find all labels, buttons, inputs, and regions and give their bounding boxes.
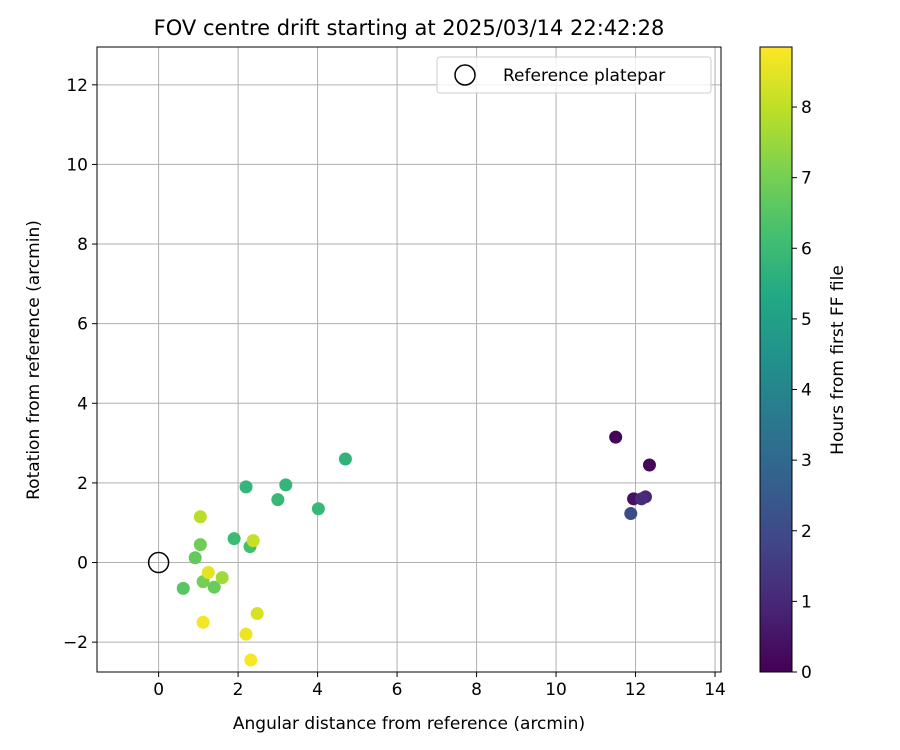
data-point [279, 478, 293, 492]
reference-platepar-marker [147, 551, 170, 574]
y-axis-ticks: −2 0 2 4 6 8 10 12 [63, 76, 97, 653]
data-point [624, 507, 638, 521]
x-tick-label: 6 [392, 680, 403, 700]
colorbar-tick-label: 4 [801, 381, 812, 401]
x-tick-label: 0 [153, 680, 164, 700]
colorbar-frame [759, 46, 793, 673]
colorbar-ticks: 0 1 2 3 4 5 6 7 8 [792, 98, 812, 683]
data-point [227, 532, 241, 546]
data-points [176, 430, 656, 667]
data-point [635, 492, 649, 506]
plot-frame [96, 46, 722, 673]
colorbar-tick-label: 7 [801, 169, 812, 189]
y-tick-label: 2 [77, 474, 88, 494]
colorbar-tick-label: 2 [801, 522, 812, 542]
data-point [642, 458, 656, 472]
colorbar-tick-label: 3 [801, 451, 812, 471]
data-point [176, 581, 190, 595]
data-point [201, 565, 215, 579]
colorbar-tick-label: 1 [801, 592, 812, 612]
data-point [215, 571, 229, 585]
y-tick-label: 4 [77, 394, 88, 414]
colorbar-tick-label: 0 [801, 663, 812, 683]
y-tick-label: 10 [66, 155, 88, 175]
x-tick-label: 8 [471, 680, 482, 700]
x-tick-label: 12 [625, 680, 647, 700]
y-tick-label: 6 [77, 315, 88, 335]
grid [97, 47, 721, 672]
legend: Reference platepar [436, 56, 712, 94]
data-point [193, 510, 207, 524]
data-point [196, 615, 210, 629]
data-point [207, 580, 221, 594]
legend-reference-marker [454, 64, 476, 86]
y-tick-label: −2 [63, 633, 88, 653]
data-point [188, 551, 202, 565]
colorbar-tick-label: 8 [801, 98, 812, 118]
x-axis-label: Angular distance from reference (arcmin) [233, 714, 585, 734]
x-tick-label: 10 [545, 680, 567, 700]
x-tick-label: 14 [704, 680, 726, 700]
y-tick-label: 0 [77, 554, 88, 574]
x-tick-label: 2 [233, 680, 244, 700]
data-point [609, 430, 623, 444]
data-point [239, 627, 253, 641]
colorbar-tick-label: 5 [801, 310, 812, 330]
data-point [338, 452, 352, 466]
x-axis-ticks: 0 2 4 6 8 10 12 14 [153, 672, 726, 700]
colorbar-label: Hours from first FF file [828, 265, 848, 455]
data-point [311, 502, 325, 516]
legend-box [436, 56, 712, 94]
data-point [271, 493, 285, 507]
y-axis-label: Rotation from reference (arcmin) [24, 220, 44, 500]
legend-entry-reference: Reference platepar [503, 66, 665, 86]
colorbar-tick-label: 6 [801, 239, 812, 259]
x-tick-label: 4 [312, 680, 323, 700]
y-tick-label: 8 [77, 235, 88, 255]
data-point [244, 653, 258, 667]
data-point [250, 606, 264, 620]
reference-marker-group [147, 551, 170, 574]
data-point [193, 538, 207, 552]
colorbar [760, 47, 792, 672]
chart-title: FOV centre drift starting at 2025/03/14 … [154, 16, 665, 40]
y-tick-label: 12 [66, 76, 88, 96]
data-point [246, 534, 260, 548]
data-point [239, 480, 253, 494]
